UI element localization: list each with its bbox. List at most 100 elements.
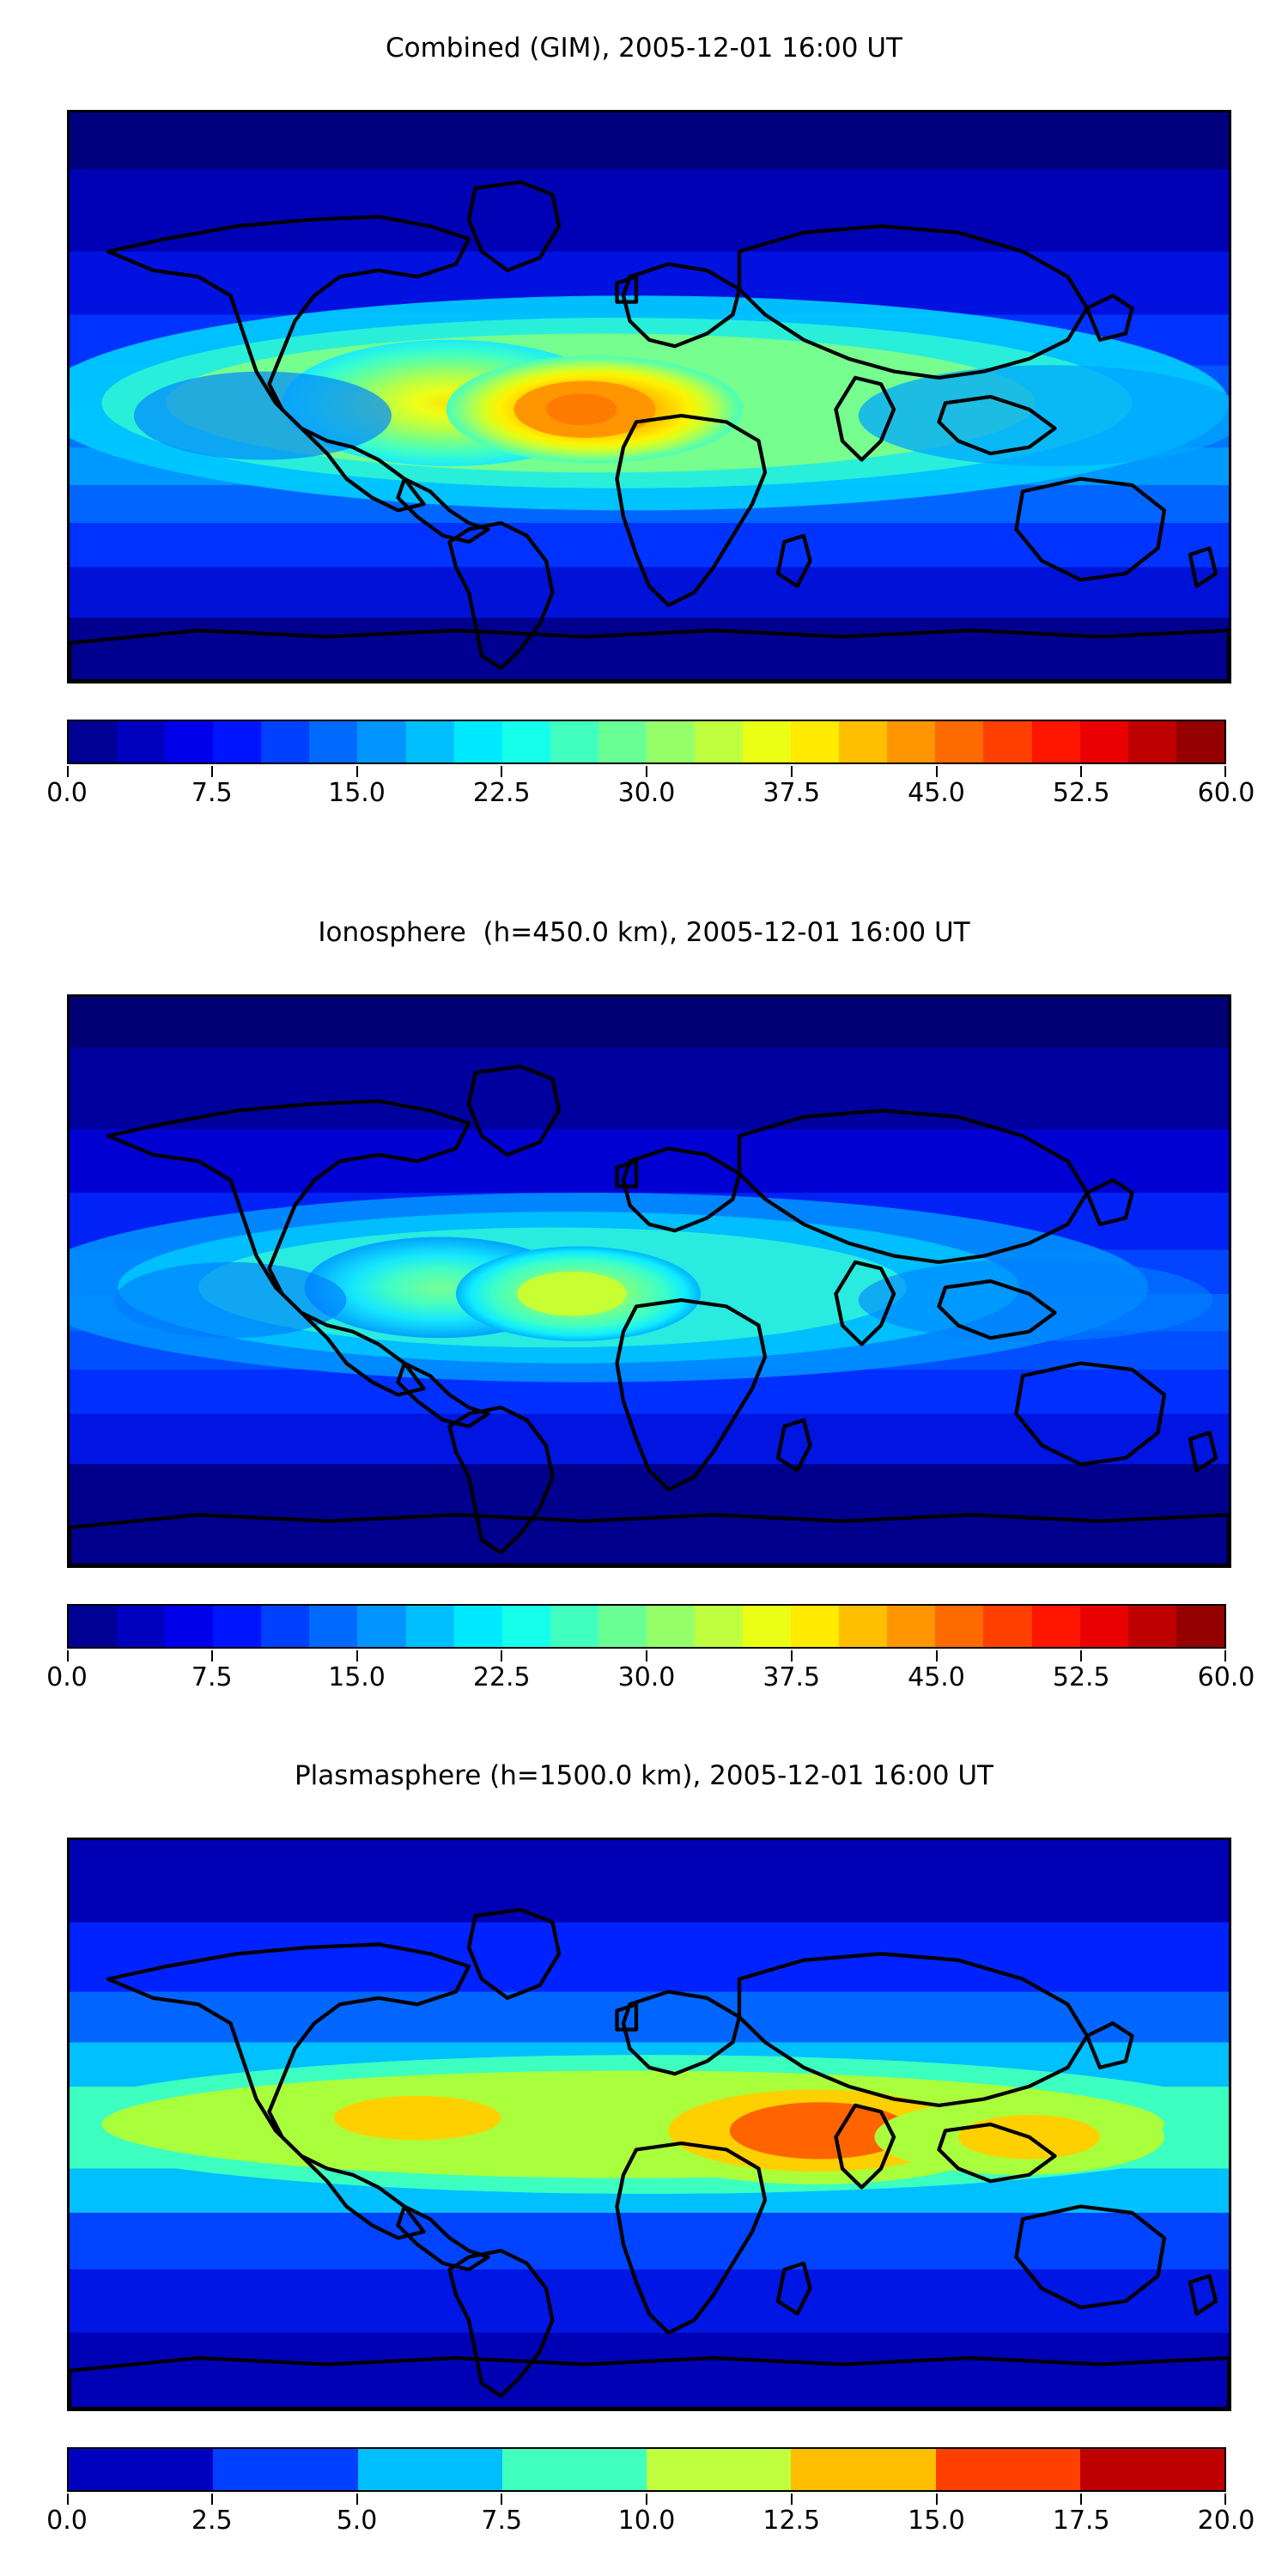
colorbar-tick-label: 60.0 xyxy=(1197,778,1255,808)
colorbar-ionosphere: 0.0 7.5 15.0 22.5 30.0 37.5 45.0 52.5 60.0 xyxy=(46,1604,1255,1707)
colorbar-segment xyxy=(405,721,454,762)
colorbar-segment xyxy=(165,1606,214,1647)
colorbar-tick-label: 30.0 xyxy=(617,778,676,808)
colorbar-segment xyxy=(1127,1606,1176,1647)
colorbar-segment xyxy=(550,721,598,762)
colorbar-tick-label: 60.0 xyxy=(1197,1662,1255,1692)
colorbar-tick-label: 0.0 xyxy=(46,778,88,808)
colorbar-segment xyxy=(1127,721,1176,762)
colorbar-strip-ionosphere xyxy=(67,1604,1226,1649)
colorbar-segment xyxy=(501,2449,647,2490)
colorbar-segment xyxy=(69,1606,118,1647)
colorbar-tick-label: 12.5 xyxy=(762,2506,821,2536)
colorbar-plasmasphere: 0.0 2.5 5.0 7.5 10.0 12.5 15.0 17.5 20.0 xyxy=(46,2447,1255,2550)
colorbar-segment xyxy=(695,721,744,762)
colorbar-strip-plasmasphere xyxy=(67,2447,1226,2492)
colorbar-tick-label: 15.0 xyxy=(328,1662,386,1692)
colorbar-tick xyxy=(646,2494,647,2505)
panel-title-ionosphere: Ionosphere (h=450.0 km), 2005-12-01 16:0… xyxy=(318,917,970,948)
colorbar-tick-label: 0.0 xyxy=(46,2506,88,2536)
colorbar-segment xyxy=(117,1606,166,1647)
colorbar-tick-label: 7.5 xyxy=(191,778,233,808)
colorbar-segment xyxy=(165,721,214,762)
colorbar-segment xyxy=(791,721,840,762)
colorbar-tick xyxy=(935,766,938,777)
colorbar-tick xyxy=(1224,2494,1226,2505)
colorbar-segment xyxy=(935,1606,984,1647)
colorbar-tick xyxy=(355,1650,358,1662)
colorbar-segment xyxy=(117,721,166,762)
colorbar-tick xyxy=(210,1650,213,1662)
colorbar-tick xyxy=(790,2494,793,2505)
colorbar-segment xyxy=(598,721,647,762)
colorbar-tick xyxy=(1224,1650,1226,1662)
map-ionosphere xyxy=(67,994,1231,1568)
colorbar-segment xyxy=(213,2449,358,2490)
colorbar-segment xyxy=(1176,721,1224,762)
colorbar-segment xyxy=(213,721,262,762)
colorbar-segment xyxy=(743,1606,792,1647)
colorbar-tick-label: 0.0 xyxy=(46,1662,88,1692)
colorbar-segment xyxy=(646,1606,696,1647)
colorbar-tick xyxy=(355,766,358,777)
colorbar-segment xyxy=(357,1606,406,1647)
colorbar-segment xyxy=(261,721,310,762)
colorbar-tick-label: 52.5 xyxy=(1052,1662,1110,1692)
colorbar-segment xyxy=(1079,721,1128,762)
map-plasmasphere xyxy=(67,1838,1231,2411)
colorbar-tick xyxy=(355,2494,358,2505)
panel-title-combined: Combined (GIM), 2005-12-01 16:00 UT xyxy=(386,33,902,64)
colorbar-segment xyxy=(69,2449,214,2490)
colorbar-segment xyxy=(695,1606,744,1647)
colorbar-segment xyxy=(791,1606,840,1647)
colorbar-segment xyxy=(1031,1606,1080,1647)
colorbar-segment xyxy=(501,721,550,762)
panel-combined-gim: Combined (GIM), 2005-12-01 16:00 UT xyxy=(0,0,1288,859)
colorbar-tick xyxy=(790,766,793,777)
colorbar-tick xyxy=(501,1650,503,1662)
colorbar-tick-label: 45.0 xyxy=(908,1662,965,1692)
colorbar-tick-label: 17.5 xyxy=(1052,2506,1110,2536)
map-canvas-ionosphere xyxy=(70,997,1229,1565)
colorbar-axis-ionosphere: 0.0 7.5 15.0 22.5 30.0 37.5 45.0 52.5 60.0 xyxy=(46,1650,1255,1692)
colorbar-segment xyxy=(69,721,118,762)
colorbar-tick xyxy=(210,766,213,777)
colorbar-tick-label: 22.5 xyxy=(472,1662,531,1692)
colorbar-tick-label: 7.5 xyxy=(481,2506,523,2536)
colorbar-segment xyxy=(309,721,358,762)
colorbar-segment xyxy=(261,1606,310,1647)
panel-title-plasmasphere: Plasmasphere (h=1500.0 km), 2005-12-01 1… xyxy=(294,1760,993,1791)
colorbar-tick xyxy=(1224,766,1226,777)
colorbar-tick xyxy=(1080,1650,1083,1662)
colorbar-segment xyxy=(1079,2449,1224,2490)
colorbar-segment xyxy=(453,1606,502,1647)
panel-ionosphere: Ionosphere (h=450.0 km), 2005-12-01 16:0… xyxy=(0,884,1288,1743)
colorbar-tick-label: 37.5 xyxy=(762,778,821,808)
colorbar-segment xyxy=(598,1606,647,1647)
colorbar-segment xyxy=(1176,1606,1224,1647)
colorbar-tick-label: 20.0 xyxy=(1197,2506,1255,2536)
colorbar-tick-label: 5.0 xyxy=(336,2506,378,2536)
colorbar-segment xyxy=(647,2449,792,2490)
colorbar-tick-label: 22.5 xyxy=(472,778,531,808)
colorbar-tick-label: 45.0 xyxy=(908,778,965,808)
colorbar-axis-combined: 0.0 7.5 15.0 22.5 30.0 37.5 45.0 52.5 60.0 xyxy=(46,766,1255,808)
colorbar-tick xyxy=(67,2494,69,2505)
colorbar-tick xyxy=(935,1650,938,1662)
colorbar-tick-label: 2.5 xyxy=(191,2506,233,2536)
colorbar-segment xyxy=(983,1606,1032,1647)
colorbar-tick-label: 15.0 xyxy=(908,2506,965,2536)
map-canvas-combined xyxy=(70,112,1229,681)
colorbar-segment xyxy=(791,2449,936,2490)
colorbar-tick xyxy=(210,2494,213,2505)
map-combined-gim xyxy=(67,110,1231,683)
colorbar-tick xyxy=(1080,2494,1083,2505)
colorbar-segment xyxy=(887,1606,936,1647)
colorbar-segment xyxy=(1079,1606,1128,1647)
colorbar-tick xyxy=(67,766,69,777)
colorbar-segment xyxy=(501,1606,550,1647)
panel-plasmasphere: Plasmasphere (h=1500.0 km), 2005-12-01 1… xyxy=(0,1760,1288,2576)
colorbar-tick-label: 7.5 xyxy=(191,1662,233,1692)
colorbar-tick xyxy=(646,1650,647,1662)
colorbar-segment xyxy=(935,721,984,762)
